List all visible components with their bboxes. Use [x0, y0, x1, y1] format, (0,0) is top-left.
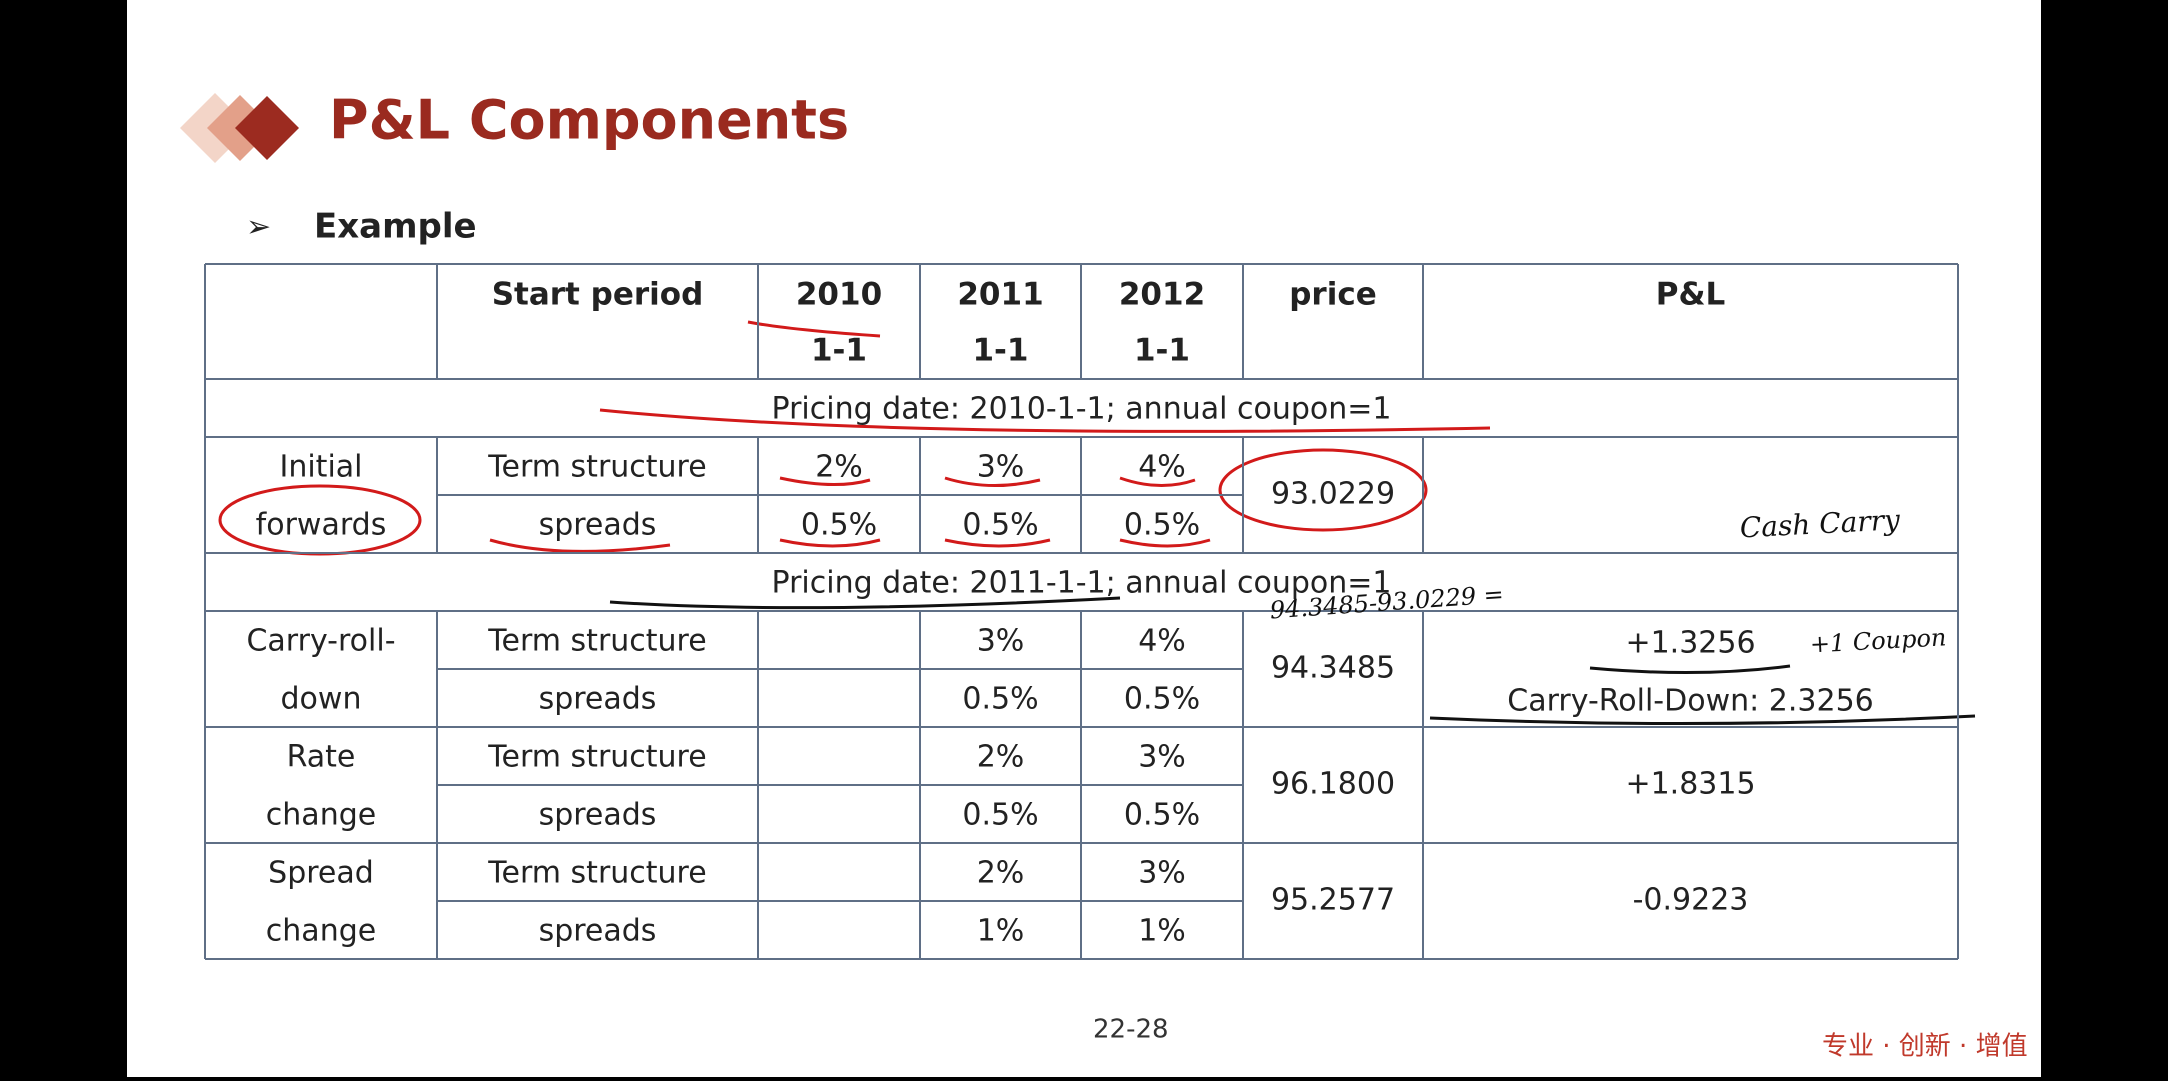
- table: Start period 2010 2011 2012 price P&L 1-1 1-1 1-…: [204, 263, 1959, 960]
- column-header: 2011: [957, 277, 1043, 313]
- row-label: Rate: [287, 740, 356, 775]
- title: P&L Components: [329, 89, 849, 152]
- row-name: spreads: [539, 682, 657, 717]
- rate-value: 3%: [977, 624, 1025, 659]
- row-label: down: [281, 682, 362, 717]
- column-date: 1-1: [811, 333, 867, 369]
- row-label: forwards: [256, 508, 387, 543]
- rate-value: 4%: [1138, 624, 1186, 659]
- rate-value: 3%: [977, 450, 1025, 485]
- section-heading: Pricing date: 2011-1-1; annual coupon=1: [772, 566, 1392, 601]
- row-label: change: [266, 798, 376, 833]
- row-name: Term structure: [487, 450, 706, 485]
- slogan: 专业 · 创新 · 增值: [1822, 1032, 2028, 1062]
- pnl-value: Carry-Roll-Down: 2.3256: [1507, 684, 1874, 719]
- rate-value: 1%: [1138, 914, 1186, 949]
- row-name: Term structure: [487, 856, 706, 891]
- rate-value: 1%: [977, 914, 1025, 949]
- title-icon: [180, 93, 299, 163]
- rate-value: 2%: [977, 856, 1025, 891]
- row-label: Spread: [268, 856, 374, 891]
- row-name: Term structure: [487, 740, 706, 775]
- row-label: Initial: [279, 450, 362, 485]
- column-header: Start period: [492, 277, 704, 313]
- column-date: 1-1: [972, 333, 1028, 369]
- section-heading: Pricing date: 2010-1-1; annual coupon=1: [772, 392, 1392, 427]
- row-name: spreads: [539, 914, 657, 949]
- bullet-text: Example: [314, 207, 477, 247]
- rate-value: 0.5%: [1124, 508, 1200, 543]
- pnl-value: +1.8315: [1625, 767, 1755, 802]
- slide-area: [127, 0, 2041, 1077]
- column-header: P&L: [1656, 277, 1726, 313]
- row-label: change: [266, 914, 376, 949]
- price-value: 94.3485: [1271, 651, 1395, 686]
- column-header: price: [1289, 277, 1377, 313]
- rate-value: 0.5%: [801, 508, 877, 543]
- column-header: 2012: [1119, 277, 1205, 313]
- row-name: spreads: [539, 798, 657, 833]
- row-label: Carry-roll-: [246, 624, 395, 659]
- page-number: 22-28: [1093, 1015, 1169, 1045]
- column-header: 2010: [796, 277, 882, 313]
- pnl-value: -0.9223: [1633, 883, 1749, 918]
- price-value: 93.0229: [1271, 477, 1395, 512]
- rate-value: 3%: [1138, 856, 1186, 891]
- bullet-arrow: ➢: [246, 210, 271, 245]
- rate-value: 2%: [977, 740, 1025, 775]
- rate-value: 0.5%: [962, 682, 1038, 717]
- rate-value: 3%: [1138, 740, 1186, 775]
- rate-value: 0.5%: [1124, 798, 1200, 833]
- price-value: 95.2577: [1271, 883, 1395, 918]
- pnl-value: +1.3256: [1625, 626, 1755, 661]
- row-name: spreads: [539, 508, 657, 543]
- rate-value: 2%: [815, 450, 863, 485]
- rate-value: 4%: [1138, 450, 1186, 485]
- column-date: 1-1: [1134, 333, 1190, 369]
- rate-value: 0.5%: [1124, 682, 1200, 717]
- row-name: Term structure: [487, 624, 706, 659]
- price-value: 96.1800: [1271, 767, 1395, 802]
- rate-value: 0.5%: [962, 508, 1038, 543]
- rate-value: 0.5%: [962, 798, 1038, 833]
